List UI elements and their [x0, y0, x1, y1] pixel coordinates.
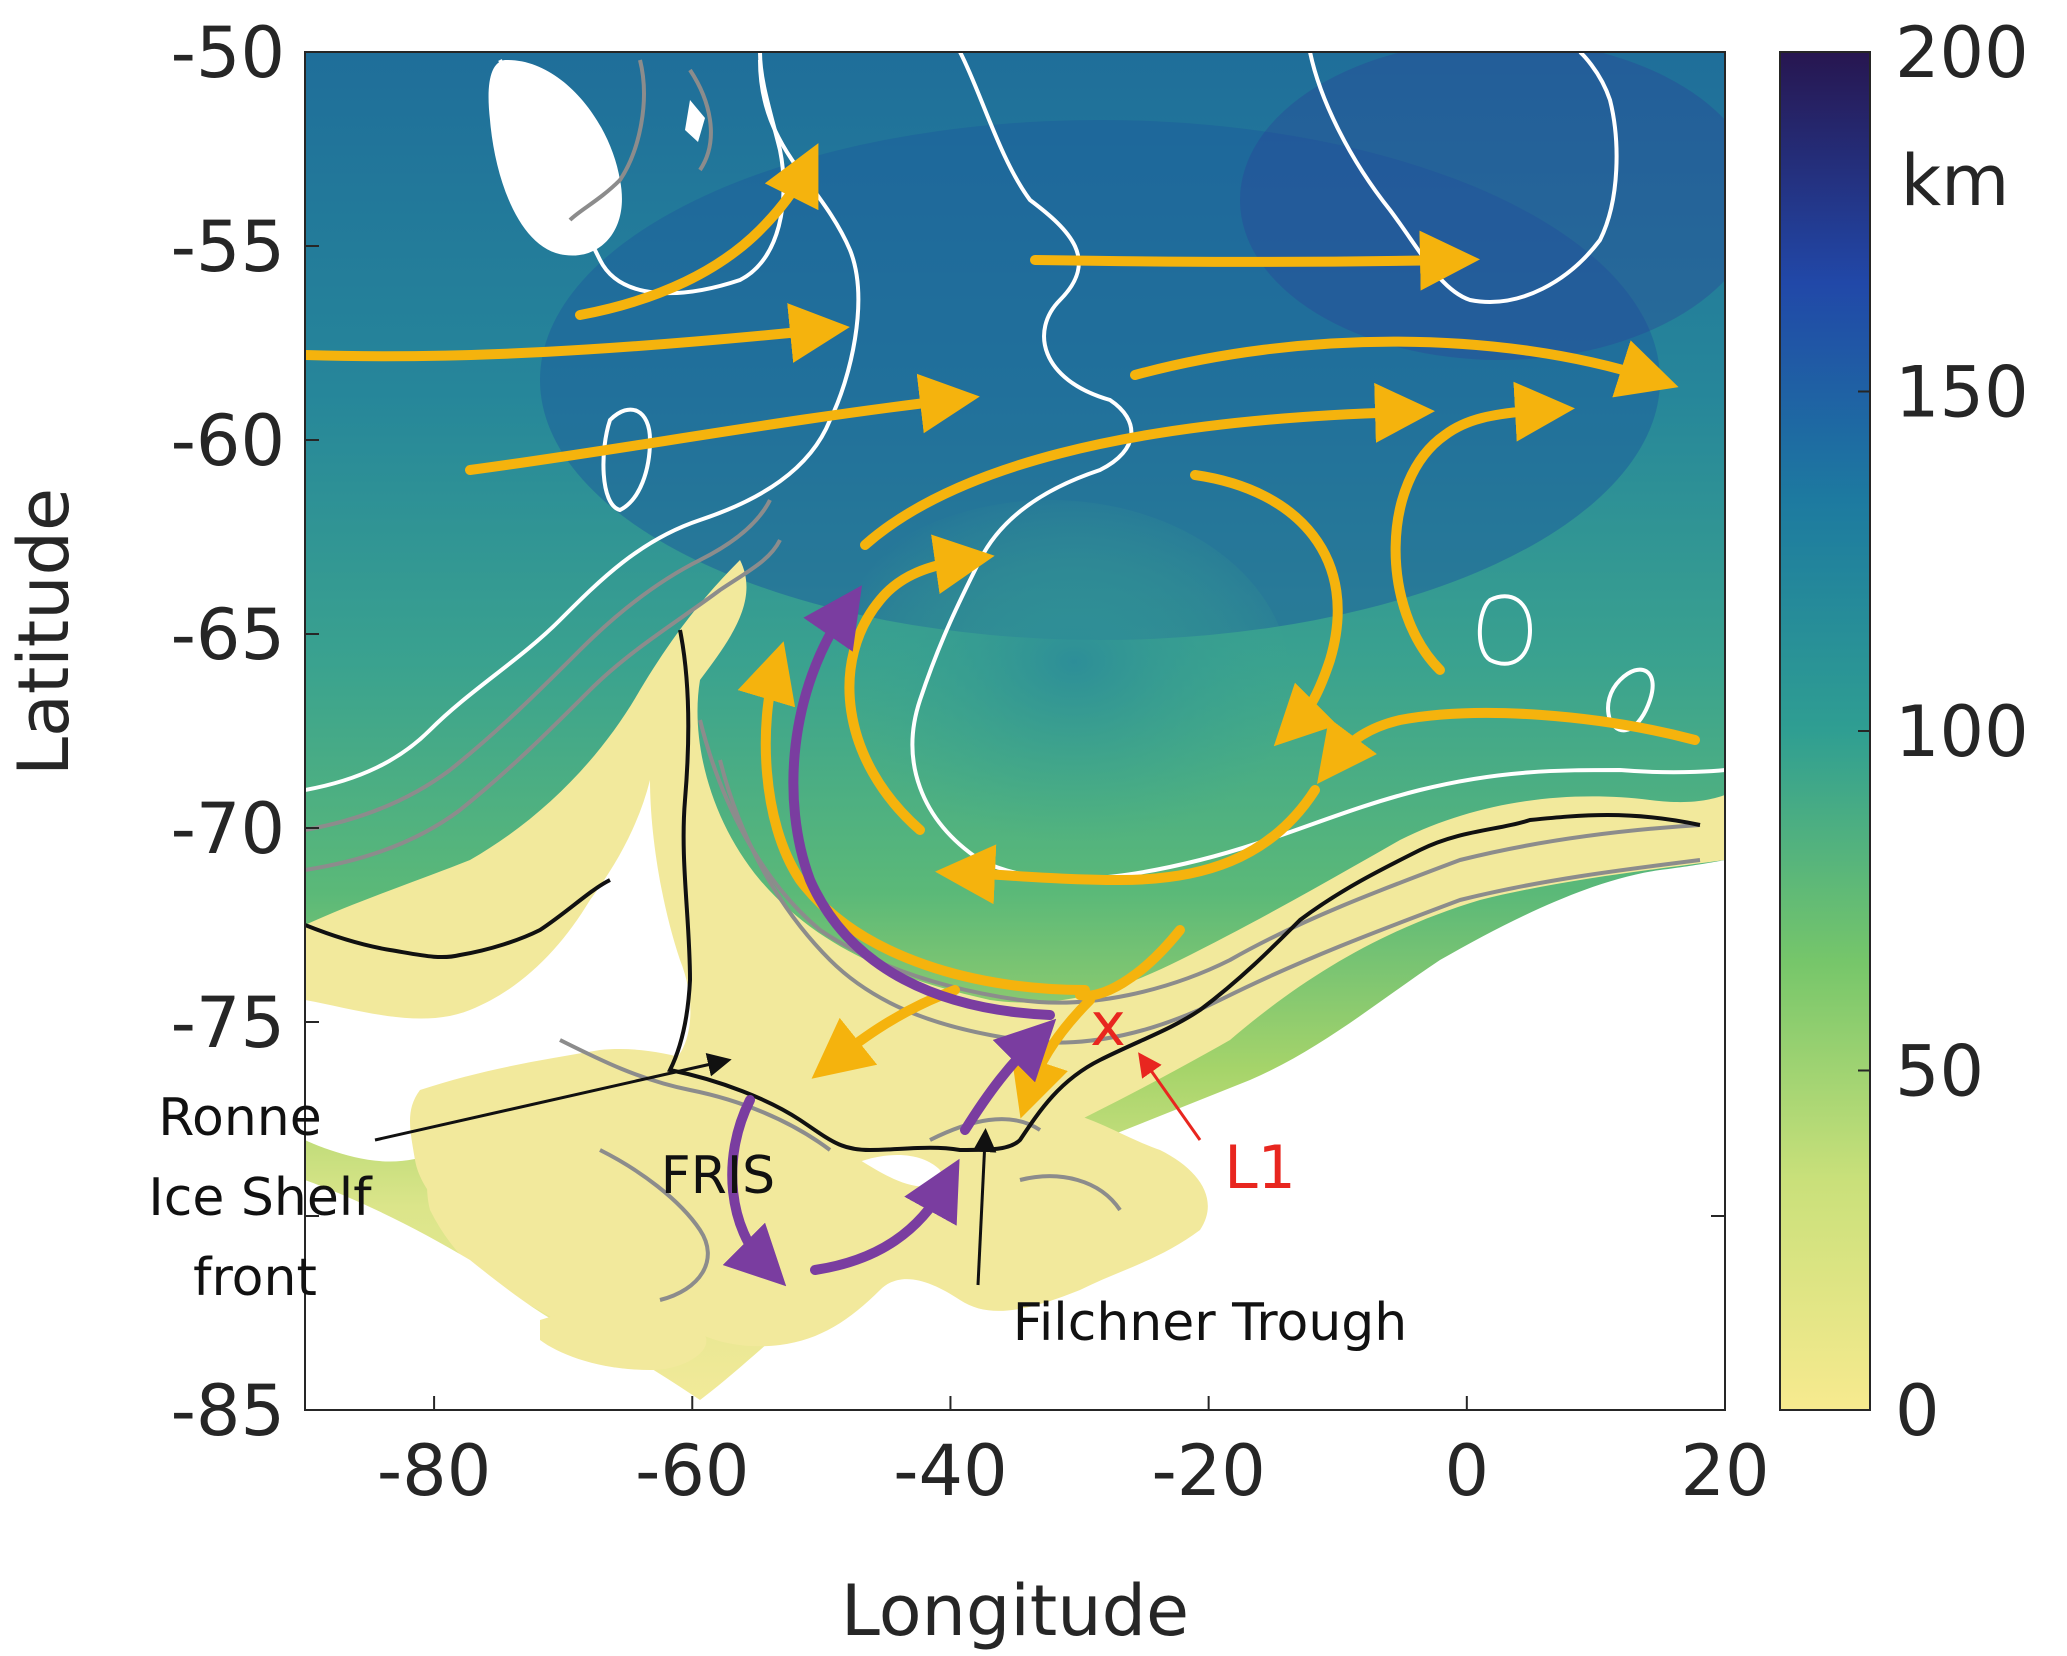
fris-label: FRIS: [661, 1146, 775, 1206]
current-arrow: [465, 373, 980, 475]
current-arrow: [1316, 707, 1700, 784]
annotations: Ronne Ice Shelf front FRIS Filchner Trou…: [148, 1052, 1408, 1353]
deep-ocean-patch-east: [1240, 52, 1725, 360]
colorbar-tick-label: 50: [1895, 1031, 1984, 1113]
weddell-basin: [810, 500, 1290, 860]
plot-frame: [304, 51, 1726, 1411]
x-tick-label: 0: [1445, 1430, 1490, 1512]
l1-marker: x: [1090, 990, 1126, 1060]
l1-label: L1: [1224, 1133, 1296, 1203]
y-tick-label: -55: [171, 206, 285, 288]
y-tick-label: -60: [171, 400, 285, 482]
deep-ocean-patch: [540, 120, 1660, 640]
current-arrow: [1390, 381, 1575, 675]
plot-area: x: [305, 52, 1725, 1410]
current-arrow: [575, 143, 819, 320]
current-arrow: [935, 785, 1320, 905]
current-arrow: [305, 303, 850, 363]
y-tick-label: -85: [171, 1370, 285, 1452]
y-axis-ticks: -50 -55 -60 -65 -70 -75 -85: [171, 12, 1725, 1452]
ronne-pointer: [374, 1052, 732, 1142]
ice-shelf-water-arrow: [810, 1158, 960, 1275]
ice-shelf-water-arrow: [960, 1018, 1057, 1135]
x-tick-label: -40: [893, 1430, 1007, 1512]
ronne-label-line1: Ronne: [158, 1088, 322, 1148]
y-tick-label: -50: [171, 12, 285, 94]
colorbar-tick-label: 150: [1895, 352, 2029, 434]
colorbar-ramp: [1779, 51, 1871, 1411]
orange-currents: [305, 143, 1700, 1119]
colorbar-unit: km: [1901, 140, 2010, 222]
x-tick-label: -60: [635, 1430, 749, 1512]
x-tick-label: 20: [1680, 1430, 1769, 1512]
x-tick-label: -20: [1151, 1430, 1265, 1512]
colorbar-tick-label: 0: [1895, 1370, 1940, 1452]
colorbar-ticks: 200 150 100 50 0: [1858, 12, 2029, 1452]
small-island: [685, 100, 705, 142]
y-tick-label: -70: [171, 788, 285, 870]
colorbar: 200 150 100 50 0 km: [1779, 12, 2029, 1452]
y-axis-label: Latitude: [3, 488, 85, 776]
continent-land-east: [305, 860, 1725, 1410]
current-arrow: [860, 382, 1435, 550]
current-arrow: [844, 534, 995, 835]
y-tick-label: -65: [171, 594, 285, 676]
ronne-label-line3: front: [193, 1248, 317, 1308]
ronne-label-line2: Ice Shelf: [148, 1168, 373, 1228]
coastline: [305, 629, 1701, 1153]
colorbar-tick-label: 200: [1895, 12, 2029, 94]
contour-grey: [305, 59, 1701, 1302]
ice-shelf-water-arrow: [788, 585, 1055, 1020]
y-tick-label: -75: [171, 982, 285, 1064]
ice-shelf-tongue: [540, 1309, 707, 1370]
fris-ice-shelf: [410, 1049, 1208, 1347]
contour-white: [305, 52, 1725, 881]
l1-pointer: [1138, 1052, 1202, 1141]
current-arrow: [1030, 230, 1480, 291]
purple-currents: [722, 585, 1057, 1287]
filchner-label: Filchner Trough: [1013, 1293, 1408, 1353]
filchner-pointer: [972, 1128, 997, 1286]
current-arrow: [1075, 925, 1185, 1001]
x-axis-ticks: -80 -60 -40 -20 0 20: [377, 1396, 1770, 1512]
current-arrow: [1130, 336, 1679, 398]
x-axis-label: Longitude: [841, 1570, 1189, 1652]
current-arrow: [1190, 470, 1343, 747]
current-arrow: [737, 641, 1090, 995]
ice-shelf-water-arrow: [722, 1095, 787, 1287]
colorbar-tick-label: 100: [1895, 691, 2029, 773]
x-tick-label: -80: [377, 1430, 491, 1512]
